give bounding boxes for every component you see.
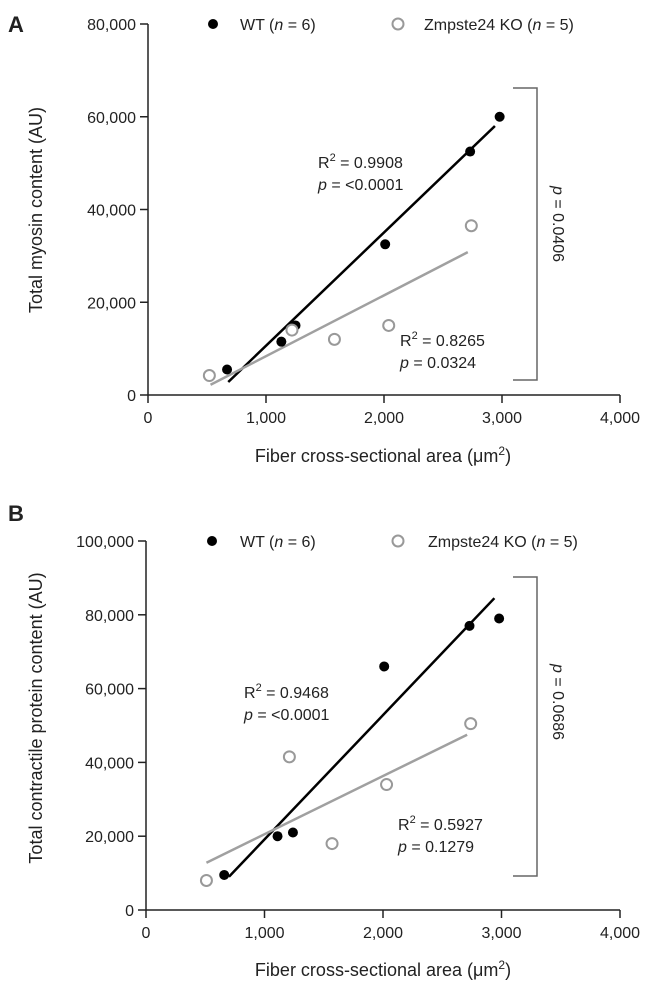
panel-a-letter: A — [8, 12, 24, 37]
panel-a-y-tick-label: 20,000 — [87, 295, 136, 312]
panel-a-ko-p: p = 0.0324 — [399, 355, 476, 372]
panel-b-wt-point — [494, 613, 505, 624]
panel-b-y-tick-label: 20,000 — [85, 829, 134, 846]
panel-b-y-tick-label: 0 — [125, 903, 134, 920]
panel-b-ko-point — [464, 717, 478, 731]
panel-b-ko-point — [325, 837, 339, 851]
panel-a-ko-fit-line — [209, 251, 469, 386]
panel-b-wt-point — [219, 869, 230, 880]
panel-a-ko-point — [464, 219, 478, 233]
panel-a-ticks: 0 20,000 40,000 60,000 80,000 0 1,000 2,000 3,00… — [87, 17, 640, 427]
panel-a-x-tick-label: 4,000 — [600, 410, 640, 427]
panel-b-x-tick-label: 3,000 — [481, 925, 521, 942]
panel-a-points — [202, 111, 505, 383]
panel-b-x-tick-label: 0 — [142, 925, 151, 942]
panel-a-fit-lines — [209, 125, 496, 386]
panel-a-wt-point — [222, 364, 233, 375]
panel-a-wt-r2: R2 = 0.9908 — [318, 152, 403, 172]
panel-b-legend-ko: Zmpste24 KO (n = 5) — [428, 534, 578, 551]
panel-b-ko-p: p = 0.1279 — [397, 839, 474, 856]
panel-b-y-title: Total contractile protein content (AU) — [26, 572, 46, 863]
panel-a-x-tick-label: 1,000 — [246, 410, 286, 427]
panel-a-x-tick-label: 0 — [144, 410, 153, 427]
panel-a-legend-wt-marker — [208, 19, 218, 29]
panel-a-x-title: Fiber cross-sectional area (μm2) — [255, 444, 511, 466]
panel-b-ko-point — [199, 873, 213, 887]
panel-b-wt-point — [287, 827, 298, 838]
panel-a-wt-point — [494, 111, 505, 122]
panel-b-x-tick-label: 1,000 — [244, 925, 284, 942]
panel-a-legend-wt: WT (n = 6) — [240, 17, 316, 34]
panel-b-points — [199, 613, 505, 887]
panel-a-x-tick-label: 2,000 — [364, 410, 404, 427]
panel-b-legend-wt-marker — [207, 536, 217, 546]
panel-a-bracket-p: p = 0.0406 — [549, 185, 566, 262]
panel-b-legend-wt: WT (n = 6) — [240, 534, 316, 551]
panel-b-wt-point — [272, 831, 283, 842]
panel-a-bracket — [513, 87, 538, 381]
panel-b-y-tick-label: 100,000 — [76, 534, 134, 551]
panel-a-ko-point — [382, 318, 396, 332]
panel-b-ko-point — [380, 778, 394, 792]
panel-a-wt-fit-line — [227, 125, 496, 383]
panel-b-legend-ko-marker — [391, 534, 405, 548]
panel-a-wt-p: p = <0.0001 — [317, 177, 404, 194]
panel-b-ko-r2: R2 = 0.5927 — [398, 814, 483, 834]
panel-a-ko-point — [202, 369, 216, 383]
panel-a-y-tick-label: 60,000 — [87, 110, 136, 127]
panel-a-ko-r2: R2 = 0.8265 — [400, 330, 485, 350]
panel-a-ko-point — [285, 323, 299, 337]
panel-a-y-title: Total myosin content (AU) — [26, 107, 46, 313]
panel-b-ko-point — [282, 750, 296, 764]
panel-a-y-tick-label: 0 — [127, 388, 136, 405]
panel-b: B 0 20,000 40,000 60,000 80,000 100,000 0 1,000… — [8, 501, 640, 980]
panel-b-wt-p: p = <0.0001 — [243, 707, 330, 724]
panel-b-x-title: Fiber cross-sectional area (μm2) — [255, 958, 511, 980]
panel-b-y-tick-label: 40,000 — [85, 755, 134, 772]
panel-a-wt-point — [465, 146, 476, 157]
panel-a-ko-point — [327, 332, 341, 346]
panel-b-ticks: 0 20,000 40,000 60,000 80,000 100,000 0 1,000 2,… — [76, 534, 640, 942]
panel-b-y-tick-label: 60,000 — [85, 682, 134, 699]
panel-b-fit-lines — [205, 597, 496, 878]
panel-a-wt-point — [276, 336, 287, 347]
panel-a: A 0 20,000 40,000 60,000 80,000 0 1,000 2,000 3,… — [8, 12, 640, 466]
panel-b-wt-point — [464, 620, 475, 631]
panel-b-x-tick-label: 2,000 — [363, 925, 403, 942]
panel-b-wt-r2: R2 = 0.9468 — [244, 682, 329, 702]
panel-b-x-tick-label: 4,000 — [600, 925, 640, 942]
panel-b-y-tick-label: 80,000 — [85, 608, 134, 625]
panel-b-bracket-p: p = 0.0686 — [549, 663, 566, 740]
panel-b-wt-point — [379, 661, 390, 672]
panel-b-wt-fit-line — [228, 597, 496, 878]
panel-a-x-tick-label: 3,000 — [482, 410, 522, 427]
panel-a-legend-ko: Zmpste24 KO (n = 5) — [424, 17, 574, 34]
panel-a-legend-ko-marker — [391, 17, 405, 31]
panel-a-wt-point — [380, 239, 391, 250]
panel-a-y-tick-label: 40,000 — [87, 203, 136, 220]
panel-b-letter: B — [8, 501, 24, 526]
panel-a-y-tick-label: 80,000 — [87, 17, 136, 34]
panel-b-bracket — [513, 576, 538, 877]
panel-b-ko-fit-line — [205, 733, 468, 864]
